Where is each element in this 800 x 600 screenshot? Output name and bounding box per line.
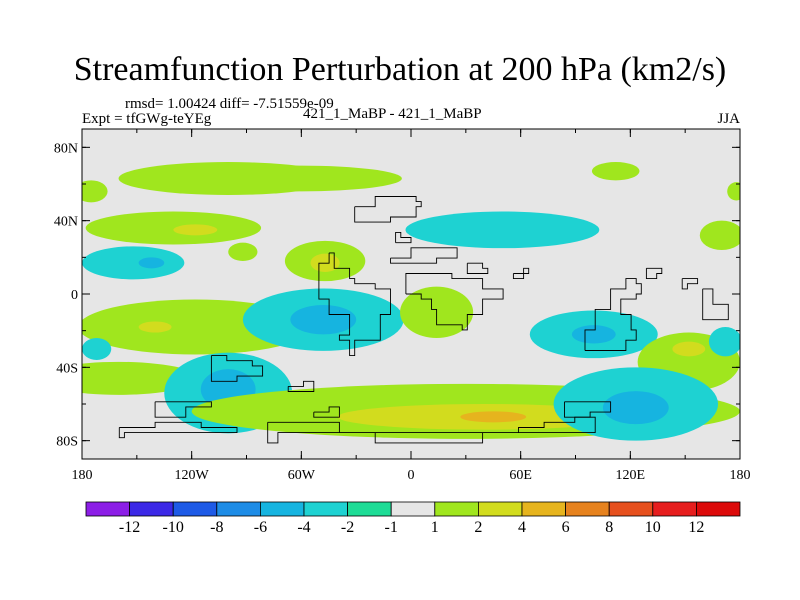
colorbar-swatch	[477, 501, 523, 517]
contour-region	[173, 224, 218, 236]
colorbar-label: -10	[163, 519, 184, 536]
y-tick-label: 0	[71, 288, 78, 303]
coastline	[287, 380, 315, 392]
colorbar-label: -12	[119, 519, 140, 536]
contour-region	[699, 220, 740, 250]
colorbar-swatch	[434, 501, 479, 517]
y-tick-label: 40N	[54, 215, 78, 230]
coastline	[405, 273, 504, 331]
contour-region	[571, 325, 616, 344]
colorbar-label: 12	[688, 519, 704, 536]
chart-title: Streamfunction Perturbation at 200 hPa (…	[73, 51, 727, 88]
coastline	[466, 262, 489, 274]
coastline	[681, 278, 699, 290]
colorbar-label: 2	[474, 519, 482, 536]
colorbar-swatch	[521, 501, 566, 517]
coastline	[154, 401, 212, 418]
contour-region	[708, 327, 740, 357]
colorbar-swatch	[129, 501, 174, 517]
x-tick-label: 60E	[509, 468, 532, 483]
colorbar-label: 10	[645, 519, 661, 536]
contour-region	[228, 242, 258, 261]
contour-region	[405, 211, 600, 249]
season-label: JJA	[717, 111, 740, 127]
coastline	[118, 421, 238, 439]
colorbar-swatch	[696, 501, 741, 517]
coastline	[267, 416, 596, 444]
contour-region	[200, 165, 402, 192]
contour-region	[602, 391, 669, 425]
coastline	[313, 406, 340, 418]
colorbar-label: -4	[297, 519, 310, 536]
contour-region	[290, 305, 357, 335]
contour-region	[727, 182, 740, 201]
colorbar-label: -8	[210, 519, 223, 536]
case-label: 421_1_MaBP - 421_1_MaBP	[303, 106, 482, 122]
contour-region	[85, 211, 262, 245]
contour-region	[82, 338, 112, 360]
x-tick-label: 120E	[616, 468, 646, 483]
colorbar-label: -1	[385, 519, 398, 536]
coastline-layer	[118, 196, 729, 444]
y-tick-label: 80N	[54, 141, 78, 156]
x-tick-label: 0	[408, 468, 415, 483]
contour-region	[591, 162, 640, 181]
contour-region	[672, 341, 706, 357]
colorbar-label: -6	[254, 519, 267, 536]
contour-region	[82, 180, 108, 203]
y-tick-label: 80S	[56, 435, 78, 450]
coastline	[584, 278, 642, 351]
contour-fill-layer	[82, 162, 740, 441]
colorbar-swatch	[303, 501, 348, 517]
colorbar-swatch	[652, 501, 697, 517]
coastline	[210, 355, 264, 382]
colorbar-swatch	[172, 501, 218, 517]
stats-text: rmsd= 1.00424 diff= -7.51559e-09	[125, 96, 334, 112]
colorbar-swatch	[216, 501, 261, 517]
y-tick-label: 40S	[56, 361, 78, 376]
contour-region	[138, 321, 172, 333]
colorbar-label: 6	[562, 519, 570, 536]
contour-region	[460, 411, 527, 423]
x-tick-label: 180	[72, 468, 93, 483]
coastline	[390, 247, 458, 264]
expt-label: Expt = tfGWg-teYEg	[82, 111, 212, 127]
colorbar-swatch	[390, 501, 436, 517]
coastline	[354, 196, 422, 223]
x-tick-label: 180	[730, 468, 751, 483]
coastline	[645, 267, 663, 280]
axes: 180 120W 60W 0 60E 120E 180 80N 40N 0 40S 80S	[54, 129, 751, 483]
colorbar-swatch	[565, 501, 610, 517]
contour-region	[82, 246, 185, 280]
x-tick-label: 120W	[175, 468, 210, 483]
coastline	[395, 231, 412, 244]
colorbar: -12 -10 -8 -6 -4 -2 -1 1 2 4 6 8 10 12	[85, 501, 741, 536]
coastline	[512, 267, 530, 280]
contour-region	[138, 257, 165, 269]
colorbar-label: 8	[605, 519, 613, 536]
colorbar-swatch	[347, 501, 392, 517]
coastline	[702, 288, 729, 321]
colorbar-swatch	[85, 501, 130, 517]
colorbar-label: 4	[518, 519, 526, 536]
colorbar-swatch	[259, 501, 305, 517]
coastline	[318, 252, 391, 357]
colorbar-label: -2	[341, 519, 354, 536]
coastline	[564, 401, 612, 418]
colorbar-label: 1	[431, 519, 439, 536]
colorbar-swatch	[608, 501, 654, 517]
x-tick-label: 60W	[288, 468, 316, 483]
